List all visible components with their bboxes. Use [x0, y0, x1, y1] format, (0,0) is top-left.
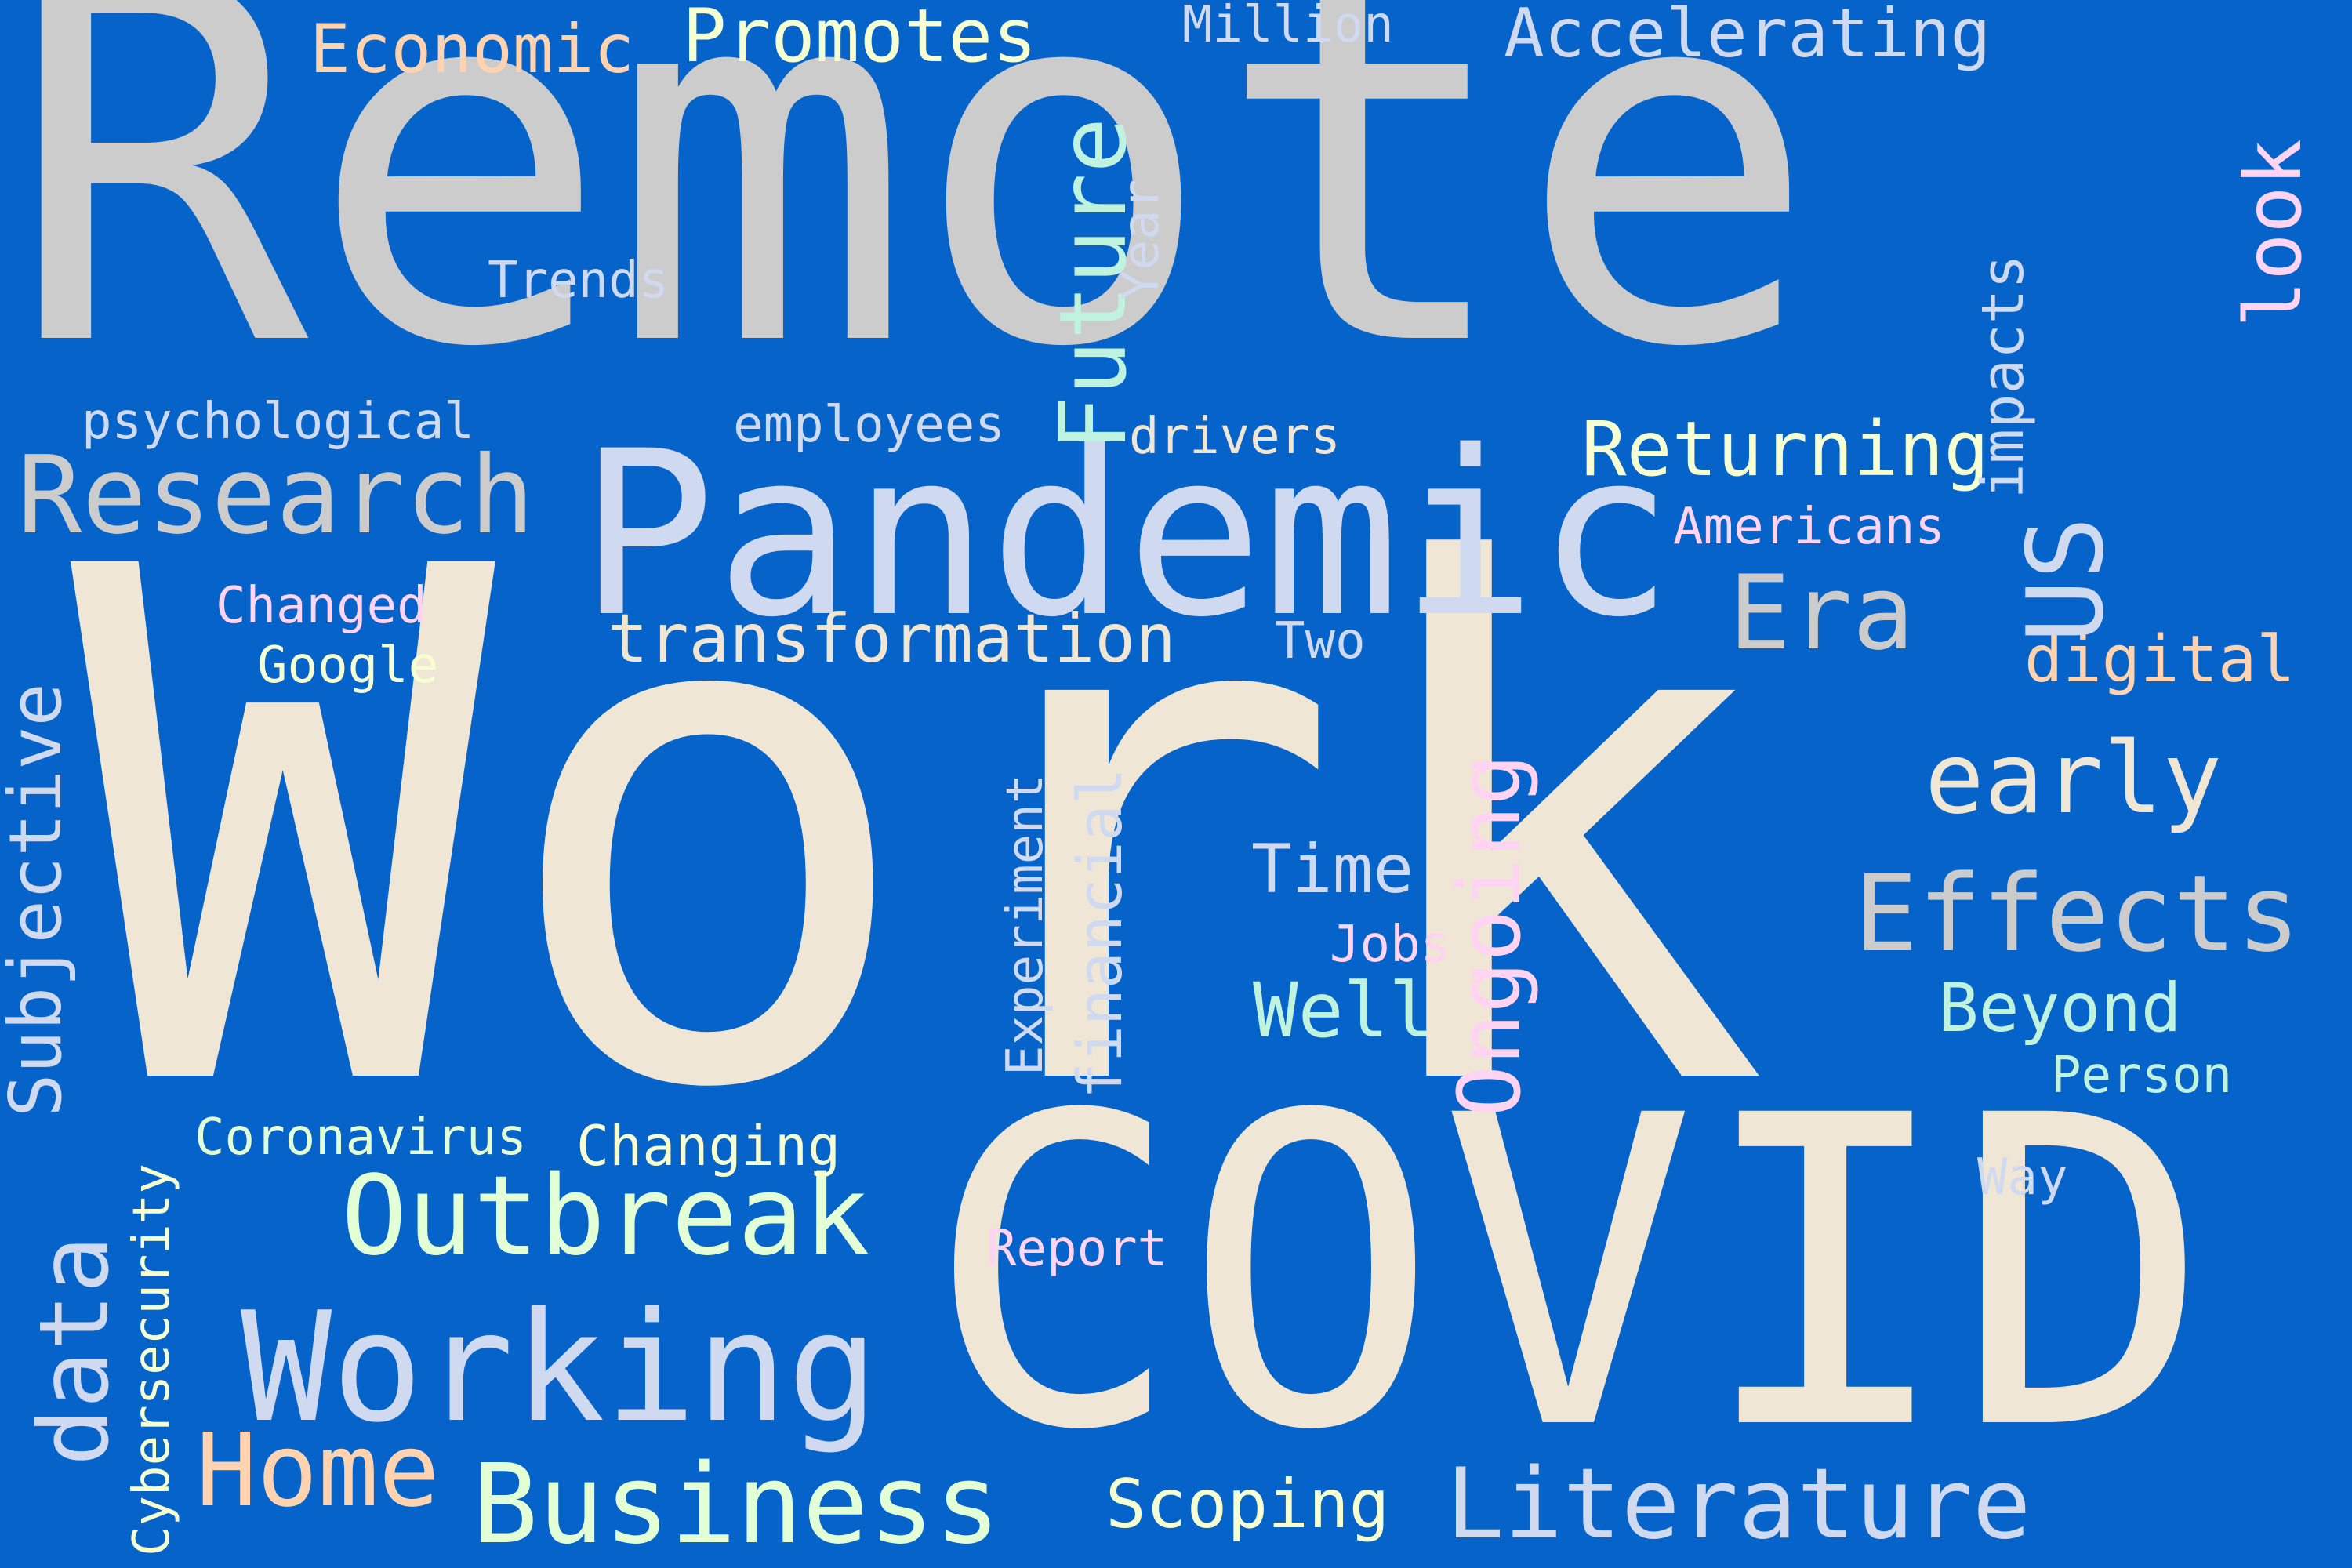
word-time: Time	[1251, 830, 1414, 909]
word-remote: Remote	[6, 0, 1819, 456]
word-effects: Effects	[1854, 852, 2300, 975]
word-pandemic: Pandemic	[579, 403, 1674, 667]
word-work: Work	[71, 422, 1770, 1243]
word-research: Research	[17, 434, 535, 558]
word-data: data	[19, 1236, 130, 1466]
word-changing: Changing	[576, 1114, 841, 1178]
word-impacts: impacts	[1969, 254, 2037, 499]
word-drivers: drivers	[1129, 408, 1341, 466]
word-well: Well	[1253, 967, 1435, 1054]
word-outbreak: Outbreak	[341, 1152, 870, 1280]
word-cybersecurity: Cybersecurity	[123, 1163, 181, 1556]
word-person: Person	[2051, 1047, 2233, 1105]
word-changed: Changed	[216, 577, 427, 635]
word-us: US	[2005, 516, 2127, 643]
word-transformation: transformation	[608, 600, 1176, 678]
word-financial: financial	[1065, 768, 1136, 1099]
word-way: Way	[1977, 1149, 2068, 1207]
word-psychological: psychological	[82, 393, 474, 451]
word-early: early	[1925, 720, 2223, 836]
word-employees: employees	[733, 396, 1005, 454]
word-digital: digital	[2024, 622, 2296, 697]
word-jobs: Jobs	[1330, 916, 1451, 974]
word-subjective: Subjective	[0, 683, 78, 1117]
word-trends: Trends	[488, 252, 670, 310]
word-returning: Returning	[1581, 405, 1990, 493]
word-americans: Americans	[1673, 498, 1945, 556]
word-look: look	[2227, 139, 2319, 328]
word-business: Business	[472, 1441, 1001, 1568]
word-scoping: Scoping	[1105, 1465, 1390, 1544]
word-covid: COVID	[925, 1025, 2212, 1523]
word-year: Year	[1112, 179, 1171, 300]
word-era: Era	[1729, 553, 1915, 673]
word-ongoing: Ongoing	[1439, 753, 1540, 1117]
word-google: Google	[257, 637, 439, 695]
word-experiment: Experiment	[996, 773, 1054, 1076]
word-working: Working	[241, 1279, 879, 1456]
word-two: Two	[1275, 612, 1366, 670]
word-million: Million	[1182, 0, 1394, 54]
word-report: Report	[986, 1220, 1168, 1278]
word-economic: Economic	[310, 10, 635, 89]
word-home: Home	[196, 1412, 440, 1530]
word-literature: Literature	[1446, 1448, 2031, 1561]
word-coronavirus: Coronavirus	[194, 1109, 527, 1167]
word-accelerating: Accelerating	[1504, 0, 1991, 73]
word-beyond: Beyond	[1938, 969, 2182, 1047]
word-promotes: Promotes	[682, 0, 1037, 79]
